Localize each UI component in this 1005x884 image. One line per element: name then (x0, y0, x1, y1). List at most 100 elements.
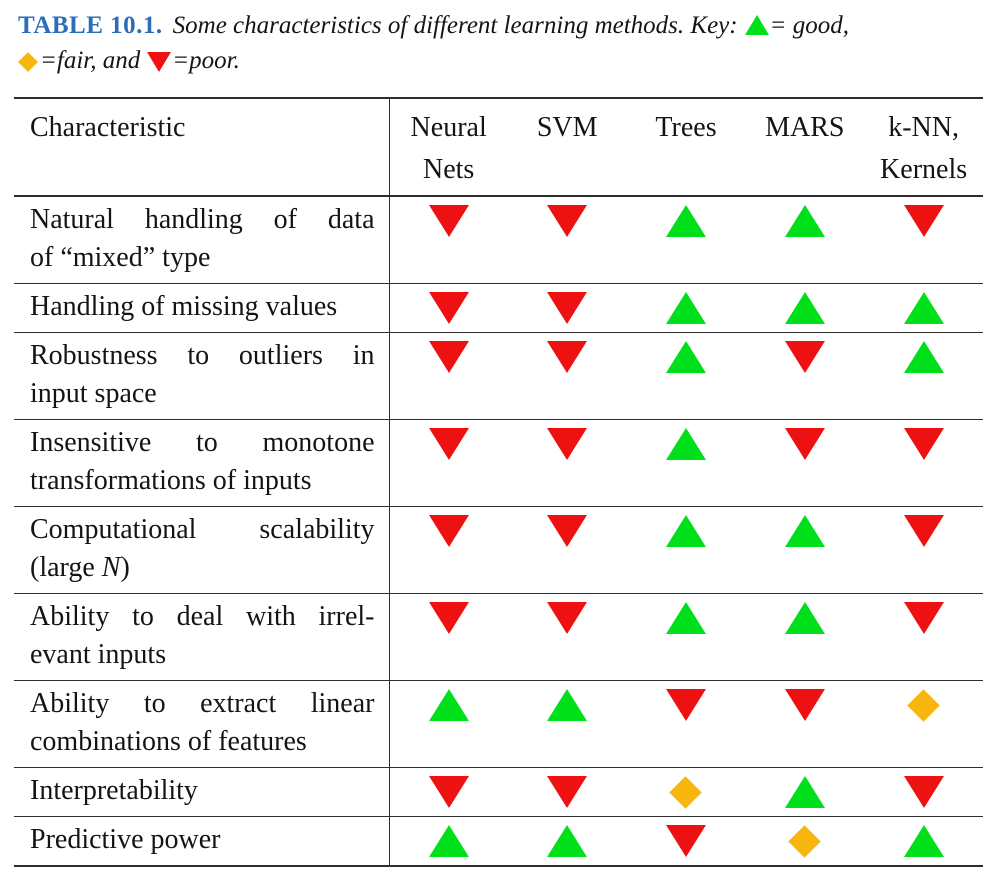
row-label-line: evant inputs (30, 639, 167, 670)
table-row: Interpretability (14, 767, 983, 817)
row-label: Ability to extract linear combinations of… (14, 680, 390, 768)
column-header-method-2: Trees (626, 98, 746, 197)
methods-table: Characteristic Neural Nets SVM Trees MARS k-NN… (14, 97, 983, 867)
column-header-method-3: MARS (745, 98, 865, 197)
rating-cell (627, 768, 746, 817)
rating-fair-icon (907, 689, 940, 722)
rating-good-icon (784, 515, 825, 547)
row-label: Handling of missing values (14, 283, 390, 333)
rating-poor-icon (428, 341, 469, 373)
row-label: Predictive power (14, 816, 390, 866)
caption-line-1: TABLE 10.1. Some characteristics of diffe… (18, 8, 995, 43)
rating-good-icon (665, 515, 706, 547)
rating-cell (627, 284, 746, 333)
rating-poor-icon (428, 515, 469, 547)
key-good-label: = good, (769, 12, 849, 39)
rating-poor-icon (547, 776, 588, 808)
rating-cell (627, 594, 746, 681)
rating-cell (864, 817, 983, 867)
math-variable: N (101, 552, 121, 583)
rating-poor-icon (428, 205, 469, 237)
rating-cell (627, 333, 746, 420)
rating-good-icon (547, 689, 588, 721)
table-row: Handling of missing values (14, 283, 983, 333)
column-header-line: MARS (765, 112, 845, 143)
rating-cell (508, 333, 627, 420)
rating-poor-icon (428, 292, 469, 324)
rating-cell (389, 196, 508, 284)
rating-good-icon (784, 602, 825, 634)
rating-good-icon (784, 205, 825, 237)
rating-good-icon (665, 292, 706, 324)
rating-cell (508, 420, 627, 507)
rating-poor-icon (428, 602, 469, 634)
rating-fair-icon (788, 825, 822, 858)
rating-cell (508, 594, 627, 681)
column-header-line: Nets (422, 154, 475, 185)
key-good-triangle-icon (744, 15, 769, 35)
row-label-line: Ability to extract linear (30, 688, 375, 719)
rating-good-icon (903, 292, 944, 324)
rating-poor-icon (784, 341, 825, 373)
key-fair-diamond-icon (18, 52, 38, 72)
column-header-line: Trees (655, 112, 717, 143)
rating-good-icon (665, 602, 706, 634)
rating-cell (508, 768, 627, 817)
header-row: Characteristic Neural Nets SVM Trees MARS k-NN… (14, 98, 983, 197)
rating-cell (745, 768, 864, 817)
rating-cell (745, 333, 864, 420)
rating-cell (745, 284, 864, 333)
key-poor-triangle-icon (147, 52, 172, 72)
rating-cell (627, 507, 746, 594)
rating-good-icon (665, 428, 706, 460)
table-row: Insensitive to monotone transformations o… (14, 419, 983, 507)
rating-cell (745, 420, 864, 507)
rating-cell (745, 507, 864, 594)
rating-cell (389, 333, 508, 420)
table-row: Computational scalability (large N) (14, 506, 983, 594)
column-header-method-1: SVM (507, 98, 627, 197)
rating-poor-icon (547, 428, 588, 460)
row-label: Natural handling of data of “mixed” type (14, 196, 390, 284)
rating-fair-icon (669, 776, 703, 809)
rating-good-icon (903, 825, 944, 857)
rating-poor-icon (784, 689, 825, 721)
row-label-line: Natural handling of data (30, 204, 375, 235)
row-label: Robustness to outliers in input space (14, 332, 390, 420)
row-label: Insensitive to monotone transformations o… (14, 419, 390, 507)
rating-poor-icon (665, 689, 706, 721)
rating-cell (745, 681, 864, 768)
rating-poor-icon (428, 428, 469, 460)
table-body: Natural handling of data of “mixed” type H… (14, 196, 983, 866)
table-header: Characteristic Neural Nets SVM Trees MARS k-NN… (14, 98, 983, 197)
column-header-method-4: k-NN, Kernels (864, 98, 983, 197)
column-header-line: Neural (410, 112, 487, 143)
table-row: Robustness to outliers in input space (14, 332, 983, 420)
row-label-line: input space (30, 378, 157, 409)
rating-cell (627, 420, 746, 507)
rating-cell (389, 507, 508, 594)
column-header-line: k-NN, (888, 112, 959, 143)
row-label-line: Insensitive to monotone (30, 427, 375, 458)
row-label: Computational scalability (large N) (14, 506, 390, 594)
row-label-line: Interpretability (30, 775, 198, 806)
row-label: Ability to deal with irrel-evant inputs (14, 593, 390, 681)
row-label-line: Computational scalability (30, 514, 375, 545)
table-row: Natural handling of data of “mixed” type (14, 196, 983, 284)
rating-poor-icon (784, 428, 825, 460)
rating-cell (389, 594, 508, 681)
rating-poor-icon (665, 825, 706, 857)
column-header-line: SVM (536, 112, 598, 143)
rating-poor-icon (903, 602, 944, 634)
rating-good-icon (784, 292, 825, 324)
table-caption: TABLE 10.1. Some characteristics of diffe… (18, 8, 995, 78)
rating-good-icon (784, 776, 825, 808)
rating-good-icon (903, 341, 944, 373)
rating-cell (389, 284, 508, 333)
key-poor-label: =poor. (172, 47, 240, 74)
rating-cell (864, 196, 983, 284)
rating-poor-icon (428, 776, 469, 808)
rating-cell (864, 284, 983, 333)
row-label-line: (large N) (30, 552, 130, 583)
rating-poor-icon (547, 602, 588, 634)
